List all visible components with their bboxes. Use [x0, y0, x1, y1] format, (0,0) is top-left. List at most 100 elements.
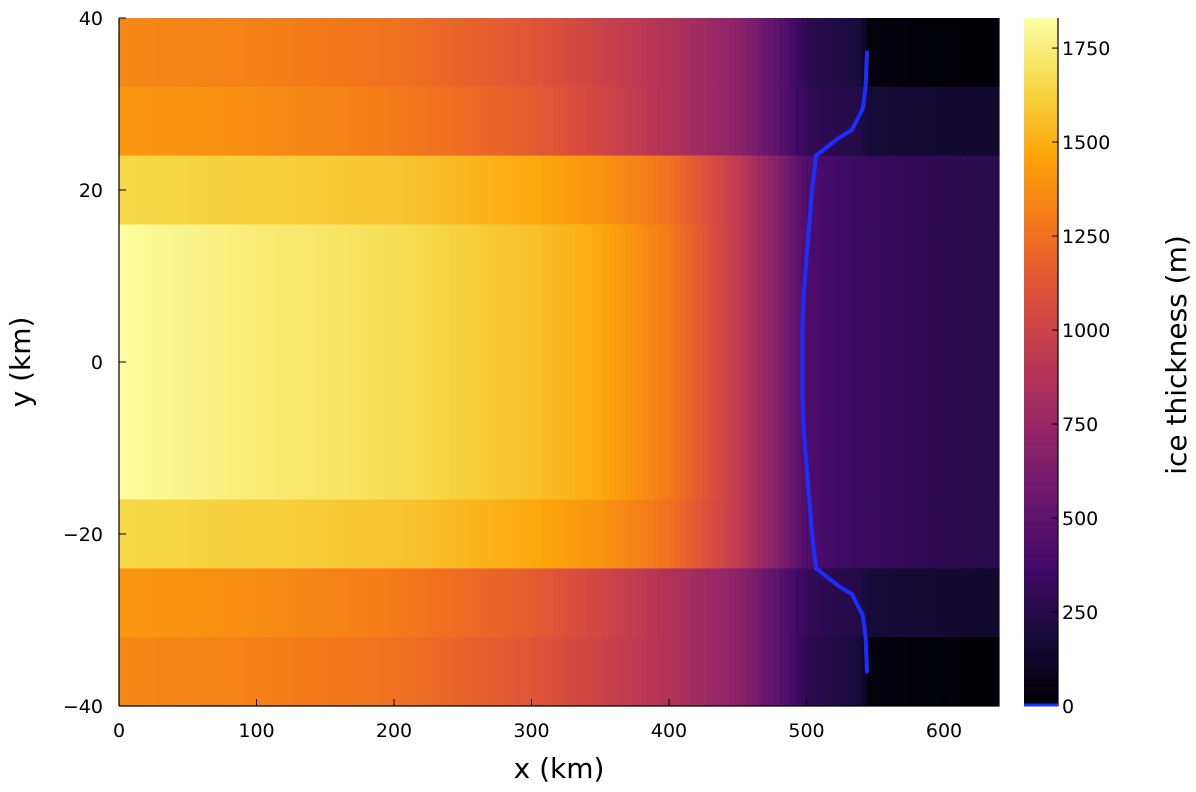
heatmap-cells [119, 18, 1000, 707]
heatmap-cell [487, 86, 494, 156]
heatmap-cell [570, 86, 577, 156]
heatmap-cell [878, 155, 885, 225]
heatmap-cell [768, 224, 775, 500]
heatmap-cell [372, 499, 379, 569]
heatmap-cell [223, 18, 230, 88]
heatmap-cell [850, 637, 857, 707]
heatmap-cell [300, 637, 307, 707]
colorbar-gradient-step [1024, 61, 1058, 65]
heatmap-cell [669, 18, 676, 88]
heatmap-cell [245, 224, 252, 500]
heatmap-cell [300, 18, 307, 88]
heatmap-cell [262, 568, 269, 638]
heatmap-cell [509, 155, 516, 225]
heatmap-cell [350, 86, 357, 156]
heatmap-cell [218, 155, 225, 225]
heatmap-cell [949, 86, 956, 156]
heatmap-cell [372, 86, 379, 156]
heatmap-cell [471, 18, 478, 88]
heatmap-cell [603, 155, 610, 225]
heatmap-cell [559, 86, 566, 156]
heatmap-cell [922, 18, 929, 88]
heatmap-cell [355, 18, 362, 88]
heatmap-cell [949, 499, 956, 569]
heatmap-cell [988, 637, 995, 707]
heatmap-cell [944, 637, 951, 707]
heatmap-cell [619, 568, 626, 638]
heatmap-cell [938, 18, 945, 88]
heatmap-cell [168, 86, 175, 156]
colorbar-gradient-step [1024, 642, 1058, 647]
heatmap-cell [498, 155, 505, 225]
heatmap-cell [790, 86, 797, 156]
heatmap-cell [586, 18, 593, 88]
heatmap-cell [795, 86, 802, 156]
colorbar-gradient-step [1024, 410, 1058, 415]
heatmap-cell [229, 568, 236, 638]
heatmap-cell [526, 155, 533, 225]
heatmap-cell [735, 155, 742, 225]
heatmap-cell [586, 499, 593, 569]
heatmap-cell [273, 568, 280, 638]
heatmap-cell [691, 499, 698, 569]
heatmap-cell [938, 499, 945, 569]
heatmap-cell [251, 86, 258, 156]
heatmap-cell [740, 568, 747, 638]
heatmap-cell [603, 86, 610, 156]
heatmap-cell [751, 18, 758, 88]
heatmap-cell [185, 224, 192, 500]
heatmap-cell [575, 86, 582, 156]
colorbar-gradient-step [1024, 241, 1058, 245]
heatmap-cell [256, 155, 263, 225]
heatmap-cell [696, 499, 703, 569]
heatmap-cell [317, 568, 324, 638]
heatmap-cell [773, 155, 780, 225]
heatmap-cell [273, 18, 280, 88]
heatmap-cell [894, 224, 901, 500]
heatmap-cell [603, 568, 610, 638]
heatmap-cell [476, 86, 483, 156]
colorbar-gradient-step [1024, 416, 1058, 420]
heatmap-cell [784, 568, 791, 638]
heatmap-cell [636, 224, 643, 500]
heatmap-cell [306, 86, 313, 156]
heatmap-cell [421, 18, 428, 88]
colorbar-gradient-step [1024, 66, 1058, 71]
heatmap-cell [630, 18, 637, 88]
heatmap-cell [652, 568, 659, 638]
heatmap-cell [702, 18, 709, 88]
heatmap-cell [383, 499, 390, 569]
heatmap-cell [174, 568, 181, 638]
heatmap-cell [443, 499, 450, 569]
heatmap-cell [966, 568, 973, 638]
heatmap-cell [735, 224, 742, 500]
heatmap-cell [449, 499, 456, 569]
heatmap-cell [960, 18, 967, 88]
colorbar-gradient-step [1024, 456, 1058, 460]
colorbar-gradient-step [1024, 430, 1058, 435]
y-tick-label: −20 [63, 524, 103, 546]
heatmap-cell [586, 224, 593, 500]
heatmap-cell [504, 155, 511, 225]
heatmap-cell [377, 224, 384, 500]
heatmap-cell [443, 18, 450, 88]
colorbar-gradient-step [1024, 648, 1058, 653]
heatmap-cell [658, 86, 665, 156]
heatmap-cell [586, 86, 593, 156]
heatmap-cell [421, 155, 428, 225]
heatmap-cell [762, 155, 769, 225]
heatmap-cell [707, 86, 714, 156]
heatmap-cell [762, 224, 769, 500]
heatmap-cell [592, 86, 599, 156]
heatmap-cell [130, 86, 137, 156]
colorbar-gradient-step [1024, 178, 1058, 182]
colorbar-gradient-step [1024, 502, 1058, 506]
heatmap-cell [212, 637, 219, 707]
heatmap-cell [190, 568, 197, 638]
heatmap-cell [581, 155, 588, 225]
heatmap-cell [339, 224, 346, 500]
heatmap-cell [432, 18, 439, 88]
heatmap-cell [603, 637, 610, 707]
colorbar-gradient-step [1024, 224, 1058, 228]
heatmap-cell [196, 155, 203, 225]
